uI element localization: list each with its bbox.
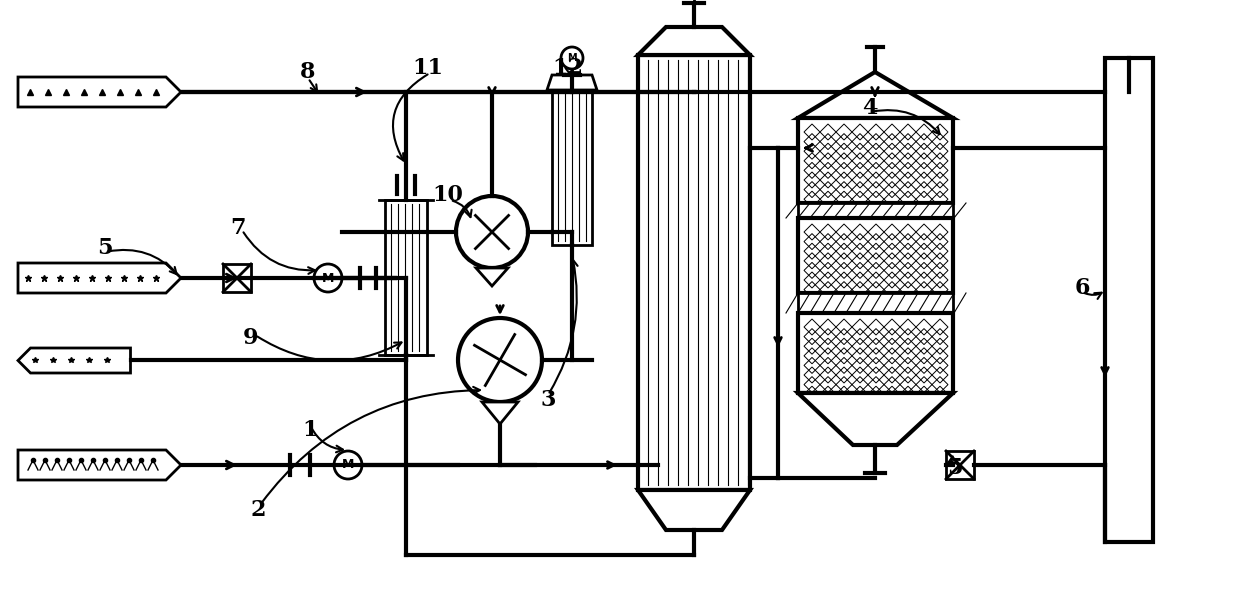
Circle shape — [560, 47, 583, 69]
Bar — [223, 264, 250, 292]
Circle shape — [458, 318, 542, 402]
Text: 11: 11 — [413, 57, 444, 79]
Circle shape — [314, 264, 342, 292]
Text: M: M — [322, 272, 335, 285]
Text: 6: 6 — [1074, 277, 1090, 299]
Bar — [552, 90, 591, 245]
Bar — [1105, 58, 1153, 542]
Text: M: M — [567, 53, 577, 63]
Text: 9: 9 — [242, 327, 258, 349]
Bar — [946, 451, 973, 479]
Polygon shape — [639, 490, 750, 530]
Bar — [799, 118, 954, 203]
Bar — [799, 313, 954, 393]
Text: 12: 12 — [553, 57, 584, 79]
Polygon shape — [476, 268, 508, 286]
Polygon shape — [19, 263, 181, 293]
Text: 1: 1 — [303, 419, 317, 441]
Polygon shape — [799, 72, 954, 118]
Text: 8: 8 — [300, 61, 316, 83]
Bar — [799, 203, 954, 218]
Bar — [384, 200, 427, 355]
Text: 7: 7 — [231, 217, 246, 239]
Text: 3: 3 — [541, 389, 556, 411]
Polygon shape — [19, 77, 181, 107]
Polygon shape — [547, 75, 596, 90]
Polygon shape — [19, 348, 130, 373]
Bar — [799, 293, 954, 313]
Polygon shape — [19, 450, 181, 480]
Bar — [639, 55, 750, 490]
Text: M: M — [342, 459, 355, 471]
Text: 5: 5 — [97, 237, 113, 259]
Polygon shape — [799, 393, 954, 445]
Polygon shape — [482, 402, 518, 424]
Polygon shape — [639, 27, 750, 55]
Text: 5: 5 — [947, 457, 962, 479]
Circle shape — [334, 451, 362, 479]
Text: 10: 10 — [433, 184, 464, 206]
Bar — [799, 218, 954, 293]
Circle shape — [456, 196, 528, 268]
Text: 2: 2 — [250, 499, 265, 521]
Text: 4: 4 — [862, 97, 878, 119]
